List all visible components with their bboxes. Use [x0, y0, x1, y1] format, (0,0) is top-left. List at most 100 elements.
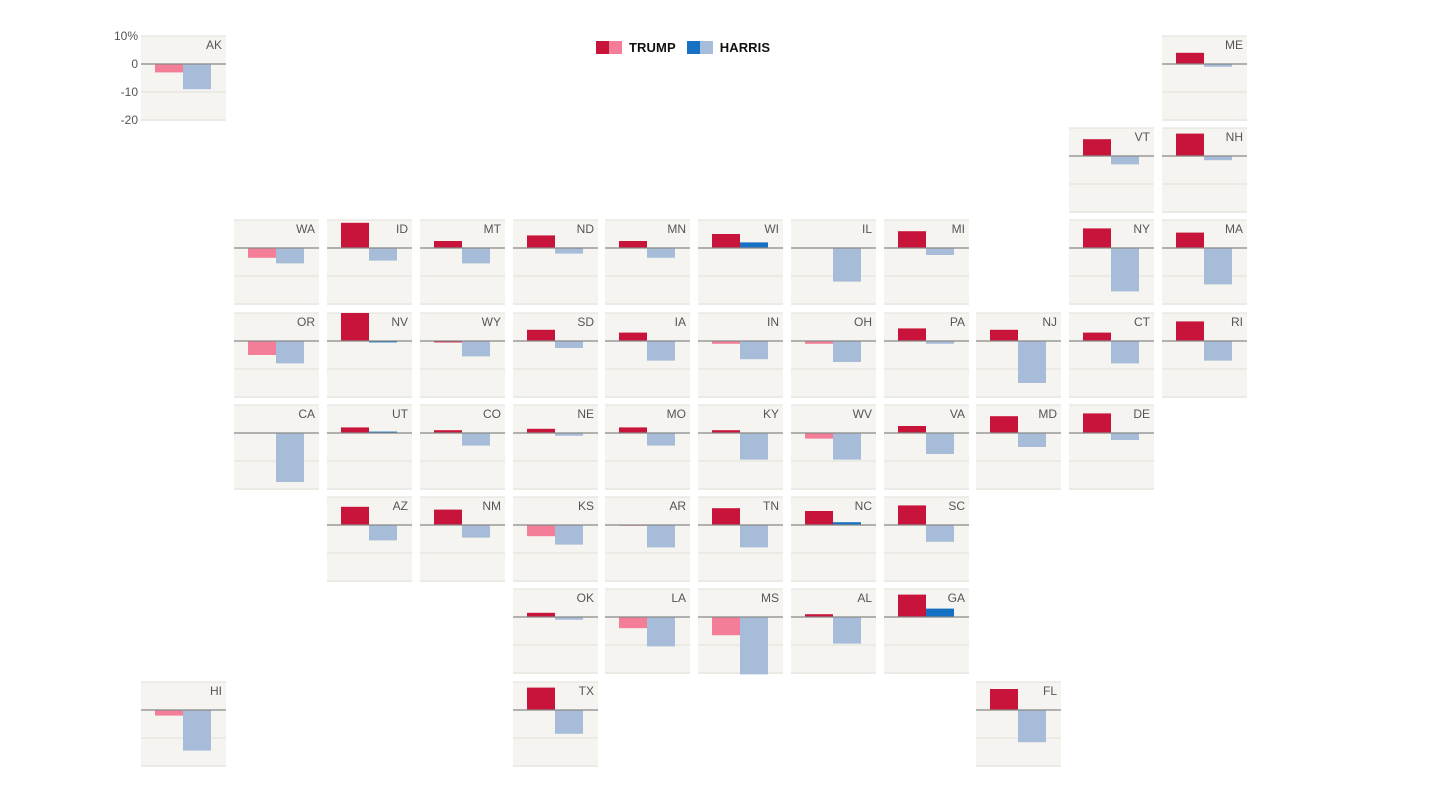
panel-bg-co: [420, 405, 505, 490]
state-tile-al: AL: [791, 588, 876, 674]
bar-trump-md: [990, 416, 1018, 433]
state-tile-ca: CA: [234, 404, 319, 490]
state-label-hi: HI: [210, 684, 222, 698]
bar-trump-ny: [1083, 228, 1111, 248]
state-label-co: CO: [483, 407, 501, 421]
state-label-ak: AK: [206, 38, 222, 52]
state-tile-ut: UT: [327, 404, 412, 490]
state-label-wa: WA: [296, 222, 315, 236]
state-label-de: DE: [1133, 407, 1150, 421]
state-label-ri: RI: [1231, 315, 1243, 329]
legend-trump-swatch-light: [609, 40, 622, 54]
bar-trump-sd: [527, 329, 555, 341]
panel-bg-ut: [327, 405, 412, 490]
state-tile-ky: KY: [698, 404, 783, 490]
bar-harris-mn: [647, 248, 675, 258]
state-tile-nd: ND: [513, 219, 598, 305]
state-tile-ct: CT: [1069, 312, 1154, 398]
state-tile-in: IN: [698, 312, 783, 398]
state-tile-sc: SC: [884, 496, 969, 582]
state-tile-ok: OK: [513, 588, 598, 674]
bar-harris-mt: [462, 248, 490, 264]
bar-harris-il: [833, 248, 861, 282]
bar-harris-ok: [555, 617, 583, 620]
state-tile-id: ID: [327, 219, 412, 305]
bar-trump-fl: [990, 689, 1018, 710]
bar-trump-id: [341, 222, 369, 248]
state-label-oh: OH: [854, 315, 872, 329]
state-tile-nj: NJ: [976, 312, 1061, 398]
state-tile-ia: IA: [605, 312, 690, 398]
state-label-nd: ND: [577, 222, 595, 236]
bar-harris-nv: [369, 341, 397, 343]
bar-trump-ok: [527, 612, 555, 617]
bar-harris-vt: [1111, 156, 1139, 165]
bar-harris-ca: [276, 433, 304, 482]
bar-harris-wi: [740, 242, 768, 248]
state-tile-ny: NY: [1069, 219, 1154, 305]
bar-harris-wv: [833, 433, 861, 460]
state-label-la: LA: [671, 591, 686, 605]
bar-trump-ne: [527, 428, 555, 433]
bar-trump-az: [341, 506, 369, 525]
state-label-in: IN: [767, 315, 779, 329]
bar-harris-az: [369, 525, 397, 541]
bar-harris-sd: [555, 341, 583, 348]
bar-harris-ks: [555, 525, 583, 545]
state-label-ny: NY: [1133, 222, 1150, 236]
state-tile-ne: NE: [513, 404, 598, 490]
state-tile-mt: MT: [420, 219, 505, 305]
bar-trump-wy: [434, 341, 462, 343]
state-label-il: IL: [862, 222, 872, 236]
state-label-ma: MA: [1225, 222, 1243, 236]
bar-trump-sc: [898, 505, 926, 525]
bar-trump-nm: [434, 509, 462, 525]
state-label-ia: IA: [675, 315, 686, 329]
state-label-me: ME: [1225, 38, 1243, 52]
state-label-or: OR: [297, 315, 315, 329]
bar-harris-ma: [1204, 248, 1232, 285]
state-tile-ma: MA: [1162, 219, 1247, 305]
bar-harris-pa: [926, 341, 954, 344]
state-tile-nm: NM: [420, 496, 505, 582]
bar-trump-ct: [1083, 332, 1111, 341]
bar-trump-ms: [712, 617, 740, 636]
bar-trump-mn: [619, 241, 647, 248]
state-label-id: ID: [396, 222, 408, 236]
state-label-md: MD: [1038, 407, 1057, 421]
legend-trump-label: TRUMP: [629, 39, 676, 55]
bar-trump-ri: [1176, 321, 1204, 341]
bar-harris-ut: [369, 431, 397, 433]
bar-trump-vt: [1083, 139, 1111, 156]
bar-trump-nj: [990, 329, 1018, 341]
bar-harris-ms: [740, 617, 768, 675]
bar-trump-la: [619, 617, 647, 629]
bar-harris-or: [276, 341, 304, 364]
bar-harris-tx: [555, 710, 583, 734]
legend: TRUMP HARRIS: [596, 37, 781, 57]
bar-harris-de: [1111, 433, 1139, 440]
bar-trump-mo: [619, 427, 647, 433]
bar-harris-mo: [647, 433, 675, 446]
bar-trump-tn: [712, 508, 740, 525]
state-label-ne: NE: [577, 407, 594, 421]
bar-harris-ny: [1111, 248, 1139, 292]
bar-trump-pa: [898, 328, 926, 341]
bar-harris-nm: [462, 525, 490, 538]
state-tile-mi: MI: [884, 219, 969, 305]
state-label-sd: SD: [577, 315, 594, 329]
bar-harris-ar: [647, 525, 675, 548]
state-label-tn: TN: [763, 499, 779, 513]
state-tile-ri: RI: [1162, 312, 1247, 398]
state-label-mn: MN: [667, 222, 686, 236]
panel-bg-pa: [884, 313, 969, 398]
y-tick-label: 0: [131, 57, 138, 71]
bar-harris-mi: [926, 248, 954, 255]
bar-harris-ia: [647, 341, 675, 361]
state-label-tx: TX: [579, 684, 594, 698]
state-tile-nh: NH: [1162, 127, 1247, 213]
bar-harris-ak: [183, 64, 211, 90]
state-label-ct: CT: [1134, 315, 1151, 329]
y-tick-label: -20: [121, 113, 139, 127]
bar-trump-ky: [712, 430, 740, 433]
